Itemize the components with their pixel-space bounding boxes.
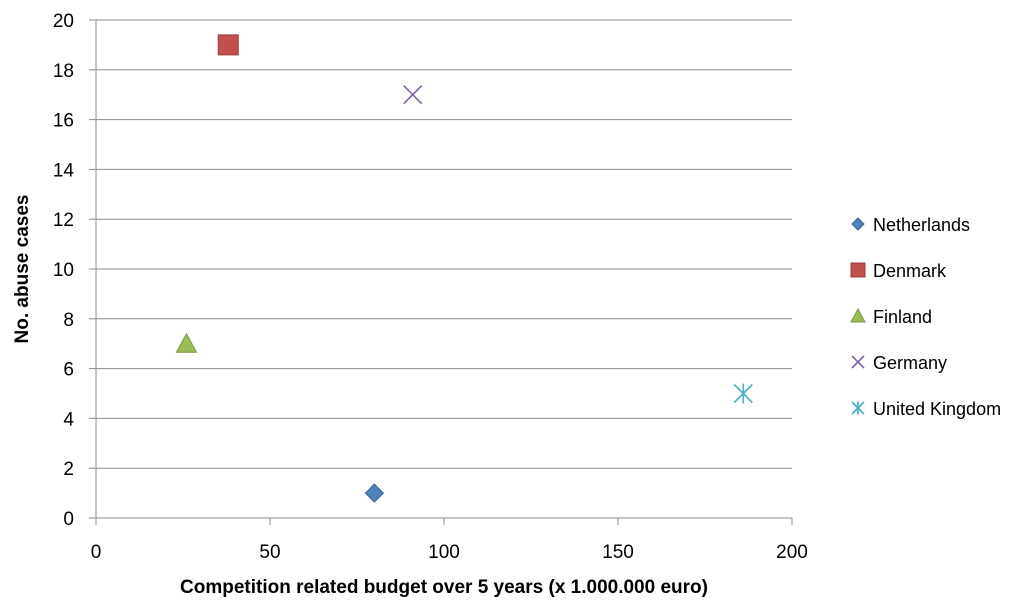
legend-label: Netherlands [873, 215, 970, 235]
x-legend-icon [851, 355, 865, 369]
x-tick-label: 100 [428, 542, 460, 563]
y-tick-label: 18 [53, 61, 74, 82]
x-axis-title: Competition related budget over 5 years … [180, 577, 708, 598]
x-tick-label: 150 [602, 542, 634, 563]
y-tick-label: 6 [63, 360, 74, 381]
data-points [175, 34, 753, 503]
y-tick-label: 16 [53, 111, 74, 132]
x-tick-label: 0 [91, 542, 102, 563]
y-tick-label: 20 [53, 11, 74, 32]
square-legend-icon [850, 262, 866, 278]
legend-label: United Kingdom [873, 399, 1001, 419]
diamond-legend-icon [851, 217, 865, 231]
y-tick-label: 0 [63, 509, 74, 530]
legend-label: Denmark [873, 261, 947, 281]
y-tick-label: 14 [53, 160, 75, 181]
legend-item: Denmark [850, 261, 947, 281]
y-tick-label: 2 [63, 459, 74, 480]
y-tick-label: 10 [53, 260, 74, 281]
data-point-denmark [217, 34, 239, 56]
data-point-united-kingdom [733, 383, 753, 404]
legend-item: Finland [850, 307, 932, 327]
asterisk-legend-icon [851, 401, 865, 415]
legend-label: Germany [873, 353, 947, 373]
data-point-germany [403, 85, 423, 105]
y-axis-title: No. abuse cases [12, 195, 33, 344]
legend-item: Germany [851, 353, 947, 373]
triangle-legend-icon [850, 307, 866, 323]
y-tick-label: 4 [63, 409, 74, 430]
data-point-finland [175, 332, 198, 353]
legend-item: United Kingdom [851, 399, 1001, 419]
legend: Netherlands Denmark Finland Germany United K… [850, 215, 1001, 419]
legend-label: Finland [873, 307, 932, 327]
legend-item: Netherlands [851, 215, 970, 235]
axes [89, 19, 793, 525]
x-tick-label: 50 [259, 542, 280, 563]
y-tick-label: 8 [63, 310, 74, 331]
x-tick-label: 200 [776, 542, 808, 563]
data-point-netherlands [364, 483, 385, 503]
y-tick-label: 12 [53, 210, 74, 231]
gridlines [96, 19, 792, 469]
